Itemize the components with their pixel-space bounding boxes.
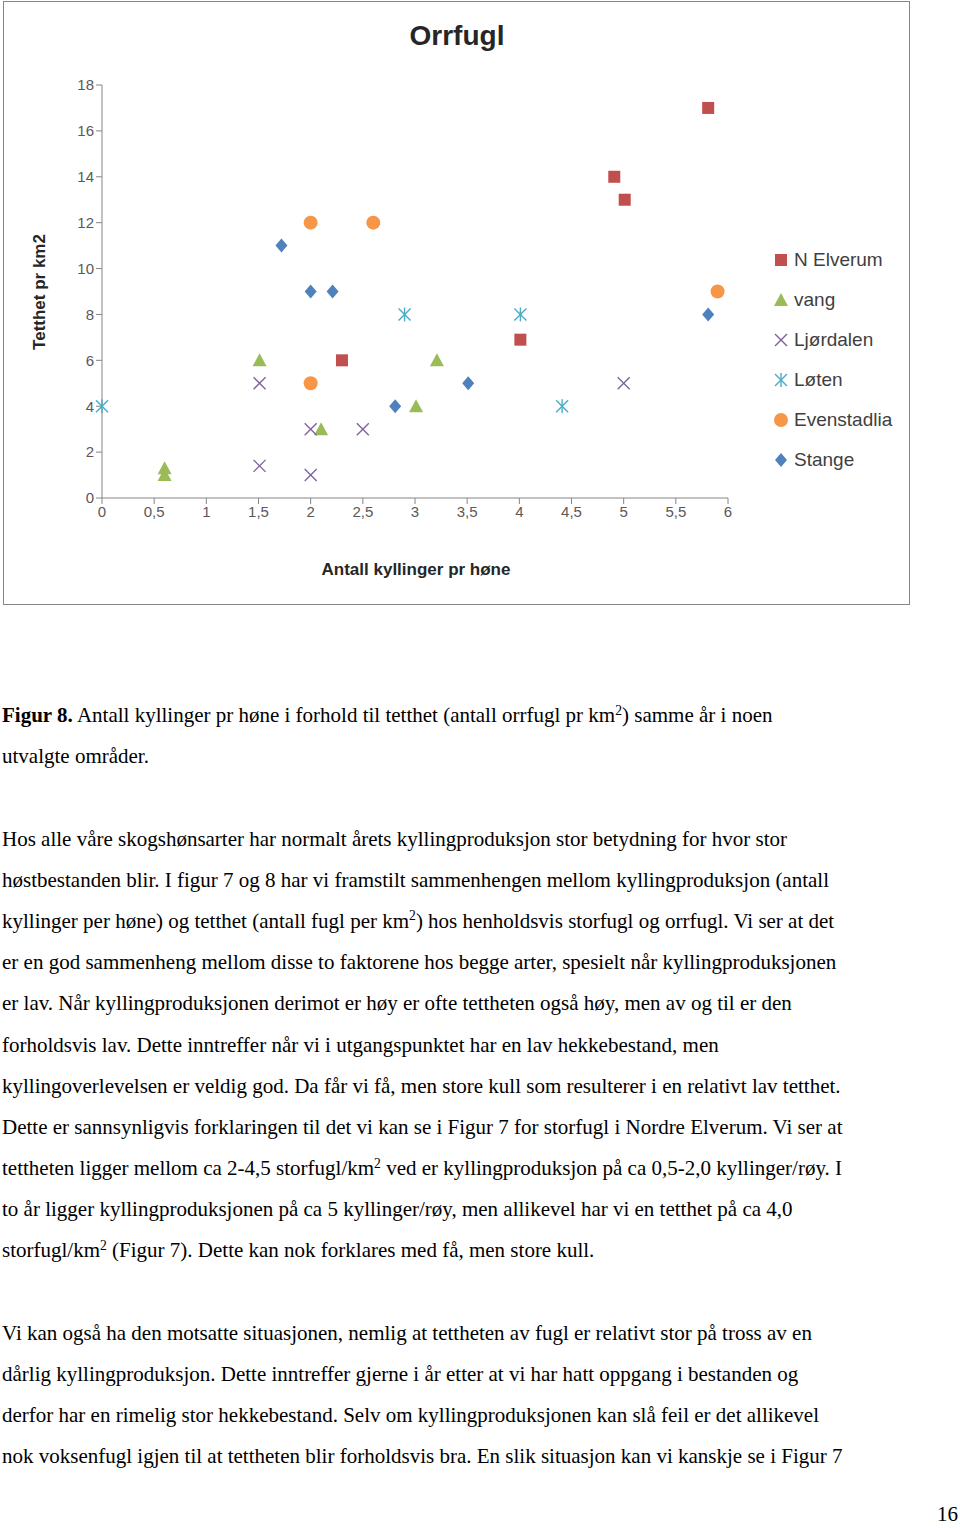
- html-text:kyllinger per høne) og tetthet: kyllinger per høne) og tetthet (antall f…: [2, 908, 835, 933]
- svg-text:6: 6: [724, 503, 732, 520]
- svg-text:10: 10: [77, 260, 94, 277]
- svg-text:4: 4: [86, 398, 94, 415]
- html-text:16: 16: [937, 1502, 958, 1526]
- html-text:Dette er sannsynligvis forklar: Dette er sannsynligvis forklaringen til …: [2, 1114, 843, 1139]
- svg-text:16: 16: [77, 122, 94, 139]
- svg-text:1: 1: [202, 503, 210, 520]
- html-text:derfor har en rimelig stor hek: derfor har en rimelig stor hekkebestand.…: [2, 1403, 819, 1428]
- svg-text:5: 5: [619, 503, 627, 520]
- html-text:vang: vang: [794, 289, 836, 310]
- svg-text:0,5: 0,5: [144, 503, 165, 520]
- html-text:tettheten ligger mellom ca 2-4: tettheten ligger mellom ca 2-4,5 storfug…: [2, 1155, 842, 1181]
- svg-text:0: 0: [98, 503, 106, 520]
- html-text:Antall kyllinger pr høne: Antall kyllinger pr høne: [321, 560, 511, 579]
- svg-text:4,5: 4,5: [561, 503, 582, 520]
- html-text:Figur 8. Antall kyllinger pr h: Figur 8. Antall kyllinger pr høne i forh…: [2, 702, 773, 727]
- svg-text:5,5: 5,5: [665, 503, 686, 520]
- html-text:to år ligger kyllingproduksjon: to år ligger kyllingproduksjonen på ca 5…: [2, 1197, 793, 1222]
- svg-text:8: 8: [86, 306, 94, 323]
- html-text:Stange: Stange: [794, 449, 855, 470]
- html-text:Tetthet pr km2: Tetthet pr km2: [30, 234, 49, 350]
- html-text:dårlig kyllingproduksjon. Dett: dårlig kyllingproduksjon. Dette inntreff…: [2, 1362, 799, 1386]
- html-text:Ljørdalen: Ljørdalen: [794, 329, 874, 350]
- svg-text:1,5: 1,5: [248, 503, 269, 520]
- html-text:storfugl/km2(Figur 7). Dette k: storfugl/km2(Figur 7). Dette kan nok for…: [2, 1237, 595, 1263]
- svg-text:2,5: 2,5: [352, 503, 373, 520]
- html-text:Orrfugl: Orrfugl: [409, 20, 505, 51]
- html-text:Hos alle våre skogshønsarter h: Hos alle våre skogshønsarter har normalt…: [2, 826, 787, 851]
- svg-text:3: 3: [411, 503, 419, 520]
- html-text:Løten: Løten: [794, 369, 843, 390]
- svg-text:18: 18: [77, 76, 94, 93]
- html-text:er lav. Når kyllingproduksjone: er lav. Når kyllingproduksjonen derimot …: [2, 991, 792, 1016]
- html-text:høstbestanden blir. I figur 7: høstbestanden blir. I figur 7 og 8 har v…: [2, 867, 829, 892]
- svg-text:4: 4: [515, 503, 523, 520]
- html-text:Evenstadlia: Evenstadlia: [794, 409, 893, 430]
- svg-text:0: 0: [86, 489, 94, 506]
- html-text:er en god sammenheng mellom di: er en god sammenheng mellom disse to fak…: [2, 950, 837, 975]
- html-text:N Elverum: N Elverum: [794, 249, 883, 270]
- svg-text:14: 14: [77, 168, 94, 185]
- svg-text:2: 2: [306, 503, 314, 520]
- html-text:forholdsvis lav. Dette inntref: forholdsvis lav. Dette inntreffer når vi…: [2, 1032, 719, 1057]
- svg-text:2: 2: [86, 443, 94, 460]
- html-text:nok voksenfugl igjen til at te: nok voksenfugl igjen til at tettheten bl…: [2, 1444, 843, 1469]
- svg-text:12: 12: [77, 214, 94, 231]
- svg-text:6: 6: [86, 352, 94, 369]
- html-text:Vi kan også ha den motsatte si: Vi kan også ha den motsatte situasjonen,…: [2, 1320, 812, 1345]
- html-text:utvalgte områder.: utvalgte områder.: [2, 744, 149, 769]
- svg-text:3,5: 3,5: [457, 503, 478, 520]
- html-text:kyllingoverlevelsen er veldig: kyllingoverlevelsen er veldig god. Da få…: [2, 1073, 841, 1098]
